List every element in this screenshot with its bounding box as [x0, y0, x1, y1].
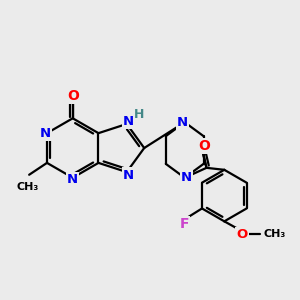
Text: N: N — [123, 169, 134, 182]
Text: F: F — [179, 217, 189, 231]
Text: N: N — [39, 127, 51, 140]
Text: N: N — [181, 171, 192, 184]
Text: O: O — [236, 228, 248, 241]
Text: CH₃: CH₃ — [264, 229, 286, 239]
Text: H: H — [134, 108, 144, 121]
Text: O: O — [67, 88, 79, 103]
Text: N: N — [177, 116, 188, 129]
Text: CH₃: CH₃ — [16, 182, 38, 192]
Text: N: N — [67, 173, 78, 186]
Text: O: O — [199, 139, 210, 153]
Text: N: N — [123, 115, 134, 128]
